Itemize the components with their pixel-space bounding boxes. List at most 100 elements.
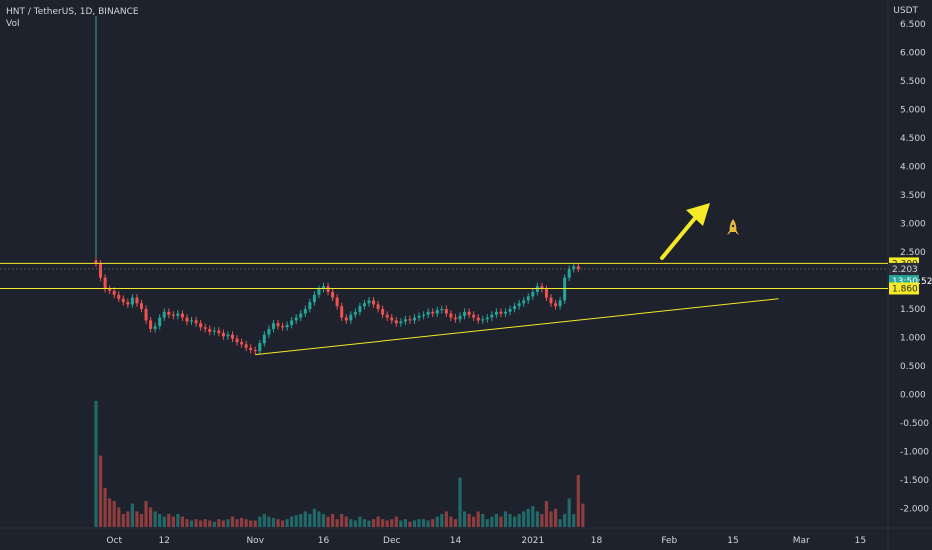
candle-body xyxy=(331,291,335,298)
candle-body xyxy=(422,314,426,316)
volume-bar xyxy=(303,511,307,527)
volume-bar xyxy=(176,514,180,527)
candle-body xyxy=(281,326,285,328)
volume-legend[interactable]: Vol xyxy=(6,19,20,29)
price-tick-label: 5.500 xyxy=(900,77,926,87)
candle-body xyxy=(353,311,357,315)
volume-bar xyxy=(358,516,362,527)
candle-body xyxy=(271,323,275,329)
volume-bar xyxy=(249,520,253,527)
candle-body xyxy=(176,313,180,316)
candle-body xyxy=(262,334,266,344)
candle-body xyxy=(212,330,216,332)
candle-body xyxy=(130,297,134,305)
trendline xyxy=(255,298,779,356)
candle-body xyxy=(417,315,421,318)
candle-body xyxy=(554,303,558,307)
volume-bar xyxy=(244,519,248,527)
volume-bar xyxy=(194,519,198,527)
volume-bar xyxy=(208,520,212,527)
volume-bar xyxy=(485,519,489,527)
volume-bar xyxy=(449,516,453,527)
candle-body xyxy=(408,319,412,321)
candle-body xyxy=(504,311,507,314)
candle-body xyxy=(149,320,153,329)
candle-body xyxy=(117,294,121,299)
candle-body xyxy=(526,296,530,301)
volume-bar xyxy=(335,519,339,527)
price-tick-label: 3.500 xyxy=(900,191,926,201)
candle-body xyxy=(376,304,380,309)
price-badge xyxy=(889,282,919,295)
volume-bar xyxy=(481,514,485,527)
candle-body xyxy=(558,300,562,307)
volume-bar xyxy=(431,519,435,527)
volume-bar xyxy=(458,477,462,527)
candle-body xyxy=(440,309,444,311)
candle-body xyxy=(217,330,221,333)
candle-body xyxy=(253,350,257,352)
candle-body xyxy=(517,303,521,307)
volume-bar xyxy=(199,520,203,527)
volume-bar xyxy=(444,511,448,527)
candle-body xyxy=(294,317,298,321)
volume-bar xyxy=(180,516,185,527)
volume-bar xyxy=(531,506,535,527)
candle-body xyxy=(299,313,303,318)
price-tick-label: 4.500 xyxy=(900,134,926,144)
chart-legend: HNT / TetherUS, 1D, BINANCE Vol xyxy=(6,6,139,30)
symbol-title[interactable]: HNT / TetherUS, 1D, BINANCE xyxy=(6,7,139,17)
candle-body xyxy=(435,310,439,314)
candle-body xyxy=(426,311,430,315)
candle-body xyxy=(335,297,339,307)
candle-body xyxy=(144,309,148,321)
candlesticks xyxy=(94,16,580,355)
price-tick-label: 1.000 xyxy=(900,334,926,344)
volume-bar xyxy=(476,511,480,527)
candle-body xyxy=(221,332,225,337)
volume-bar xyxy=(499,516,503,527)
time-axis-ticks: Oct 12 Nov 16 Dec 14 2021 18 Feb 15 Mar 15 xyxy=(106,536,866,546)
volume-bar xyxy=(276,519,280,527)
price-badge xyxy=(889,262,919,275)
currency-label[interactable]: USDT xyxy=(893,6,918,16)
volume-bar xyxy=(490,516,494,527)
volume-bar xyxy=(290,516,294,527)
time-tick-label: Dec xyxy=(383,536,400,546)
volume-bar xyxy=(267,516,271,527)
candle-body xyxy=(522,300,526,304)
volume-bar xyxy=(422,519,426,527)
candle-body xyxy=(399,321,403,324)
arrow-annotation[interactable] xyxy=(660,203,710,260)
volume-bar xyxy=(376,516,380,527)
volume-bar xyxy=(103,488,107,527)
time-tick-label: 12 xyxy=(159,536,170,546)
candle-body xyxy=(535,286,539,292)
candle-body xyxy=(413,317,416,321)
time-tick-label: 2021 xyxy=(521,536,544,546)
volume-bar xyxy=(462,511,467,527)
candle-body xyxy=(312,294,316,303)
candle-body xyxy=(485,317,489,320)
time-tick-label: 14 xyxy=(450,536,462,546)
volume-bar xyxy=(553,508,558,527)
candle-body xyxy=(276,323,280,327)
candle-body xyxy=(490,314,494,318)
price-tick-label: 0.000 xyxy=(900,391,926,401)
candle-body xyxy=(303,309,307,314)
volume-bar xyxy=(240,517,244,527)
price-tick-label: 6.000 xyxy=(900,49,926,59)
volume-bar xyxy=(353,520,357,527)
price-tick-label: 4.000 xyxy=(900,163,926,173)
candle-body xyxy=(358,306,362,312)
volume-bar xyxy=(399,520,403,527)
volume-bar xyxy=(522,511,526,527)
time-tick-label: 16 xyxy=(318,536,330,546)
candle-body xyxy=(231,334,234,339)
candle-body xyxy=(563,277,567,301)
volume-bar xyxy=(203,519,207,527)
volume-bar xyxy=(271,517,276,527)
